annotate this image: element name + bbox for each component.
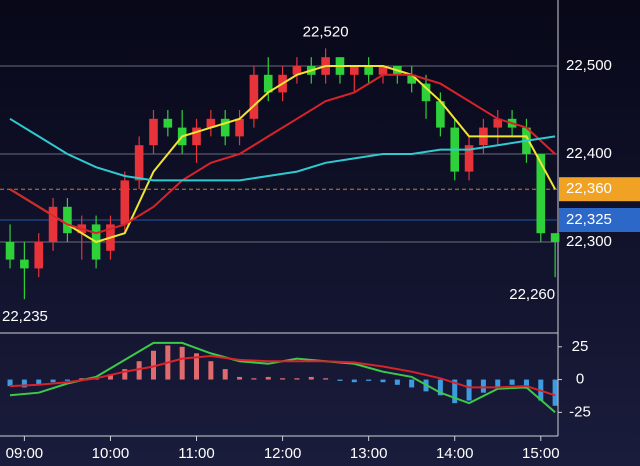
histogram-bar — [452, 379, 458, 404]
histogram-bar — [64, 379, 70, 381]
x-tick-label: 12:00 — [264, 445, 302, 462]
y-tick-label: 22,300 — [566, 233, 612, 250]
candle-body — [436, 101, 445, 128]
y-tick-label: 22,400 — [566, 145, 612, 162]
histogram-bar — [7, 379, 13, 387]
x-tick-label: 09:00 — [6, 445, 44, 462]
histogram-bar — [179, 346, 185, 380]
candle-body — [63, 206, 72, 234]
candle-body — [378, 66, 388, 75]
x-tick-label: 10:00 — [92, 445, 130, 462]
histogram-bar — [79, 378, 85, 380]
candle-body — [163, 118, 173, 128]
histogram-bar — [394, 379, 400, 385]
price-annotation: 22,520 — [303, 23, 349, 40]
histogram-bar — [237, 376, 243, 380]
candle-body — [364, 66, 373, 75]
histogram-bar — [294, 378, 300, 380]
x-tick-label: 15:00 — [522, 445, 560, 462]
histogram-bar — [208, 361, 214, 380]
candle-body — [292, 66, 302, 75]
histogram-bar — [150, 350, 156, 380]
candle-body — [464, 145, 474, 172]
histogram-bar — [222, 369, 228, 380]
candle-body — [48, 206, 58, 242]
histogram-bar — [480, 379, 486, 393]
reference-label-box — [559, 208, 640, 232]
histogram-bar — [466, 379, 472, 401]
y-tick-label: 0 — [576, 371, 584, 388]
candle-body — [206, 118, 216, 128]
candle-body — [192, 127, 201, 146]
histogram-bar — [251, 378, 257, 380]
histogram-bar — [323, 378, 329, 380]
x-tick-label: 14:00 — [436, 445, 474, 462]
moving-average-line — [9, 117, 556, 182]
histogram-bar — [280, 378, 286, 380]
y-tick-label: 22,500 — [566, 57, 612, 74]
candle-body — [120, 180, 130, 225]
candle-body — [350, 66, 359, 75]
histogram-bar — [194, 353, 200, 380]
histogram-bar — [21, 379, 27, 388]
histogram-bar — [380, 379, 386, 383]
candle-body — [536, 154, 546, 234]
x-tick-label: 11:00 — [178, 445, 214, 462]
histogram-bar — [366, 379, 372, 381]
candle-body — [421, 83, 431, 102]
histogram-bar — [437, 379, 443, 396]
moving-average-line — [9, 73, 556, 235]
histogram-bar — [36, 379, 42, 385]
reference-label-box — [559, 177, 640, 202]
reference-label: 22,325 — [566, 211, 612, 228]
histogram-bar — [122, 369, 128, 380]
macd-line — [9, 354, 556, 397]
histogram-bar — [50, 379, 56, 383]
histogram-bar — [265, 376, 271, 380]
candle-body — [249, 74, 259, 119]
histogram-bar — [523, 379, 529, 389]
candle-body — [20, 259, 29, 269]
candle-body — [134, 145, 144, 181]
candle-body — [34, 242, 44, 269]
candle-body — [493, 118, 503, 128]
histogram-bar — [495, 379, 501, 388]
y-tick-label: -25 — [569, 403, 591, 420]
candle-body — [220, 118, 230, 137]
y-tick-label: 25 — [572, 338, 589, 355]
histogram-bar — [136, 361, 142, 380]
candle-body — [5, 242, 15, 260]
candle-body — [407, 74, 416, 84]
reference-label: 22,360 — [566, 180, 612, 197]
histogram-bar — [409, 379, 415, 388]
histogram-bar — [308, 376, 314, 380]
candle-body — [149, 118, 158, 146]
candle-body — [550, 233, 560, 242]
price-annotation: 22,260 — [509, 286, 555, 303]
price-annotation: 22,235 — [2, 308, 48, 325]
x-tick-label: 13:00 — [350, 445, 388, 462]
histogram-bar — [337, 379, 343, 381]
moving-average-line — [9, 65, 556, 244]
candle-body — [235, 118, 244, 137]
histogram-bar — [552, 379, 558, 406]
histogram-bar — [509, 379, 515, 385]
histogram-bar — [107, 374, 113, 380]
histogram-bar — [351, 379, 357, 383]
candle-body — [263, 74, 273, 93]
